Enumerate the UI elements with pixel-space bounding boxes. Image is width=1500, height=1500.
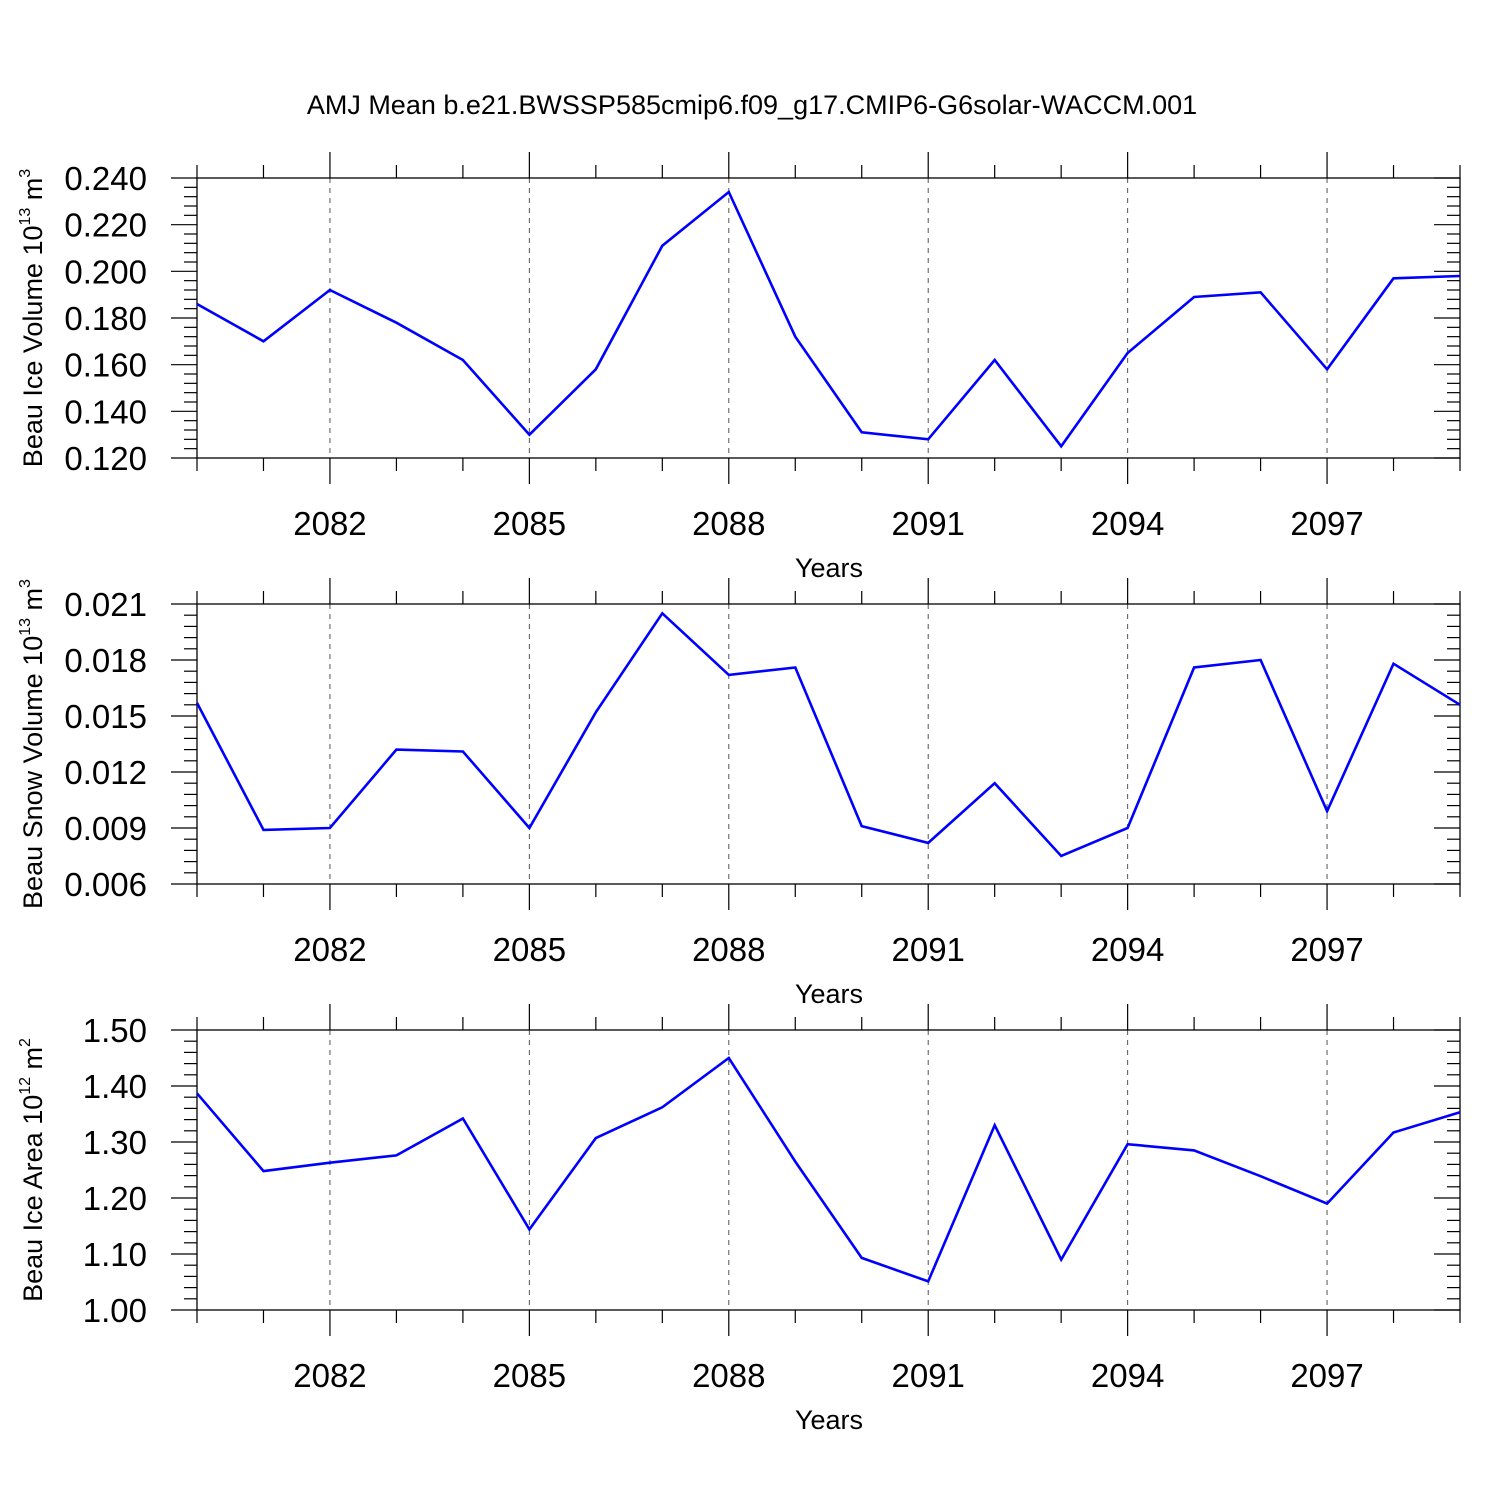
x-axis-label: Years [795,1405,863,1435]
y-tick-label: 1.50 [83,1012,147,1049]
x-tick-label: 2097 [1290,505,1363,542]
y-tick-label: 0.220 [64,207,147,244]
y-tick-label: 0.200 [64,253,147,290]
y-tick-label: 0.021 [64,586,147,623]
y-tick-label: 0.018 [64,642,147,679]
chart-title: AMJ Mean b.e21.BWSSP585cmip6.f09_g17.CMI… [307,90,1197,120]
y-axis-label: Beau Ice Area 1012 m2 [17,1038,48,1302]
plot-frame [196,603,1461,885]
series-line [196,1056,1461,1284]
y-tick-label: 1.00 [83,1292,147,1329]
x-tick-label: 2085 [493,931,566,968]
y-tick-label: 0.180 [64,300,147,337]
x-tick-label: 2094 [1091,1357,1164,1394]
x-tick-label: 2094 [1091,505,1164,542]
series-line [196,189,1461,449]
y-tick-label: 0.012 [64,754,147,791]
x-tick-label: 2097 [1290,1357,1363,1394]
x-tick-label: 2082 [293,505,366,542]
x-tick-label: 2091 [891,931,964,968]
x-tick-label: 2088 [692,505,765,542]
x-tick-label: 2082 [293,1357,366,1394]
y-tick-label: 0.006 [64,866,147,903]
x-tick-label: 2097 [1290,931,1363,968]
x-tick-label: 2094 [1091,931,1164,968]
x-tick-label: 2088 [692,931,765,968]
x-tick-label: 2082 [293,931,366,968]
y-axis-label: Beau Snow Volume 1013 m3 [17,579,48,909]
panel-snow-volume: 2082 2085 2088 2091 2094 2097 Years 0.006 0.009 0… [17,578,1461,1009]
panel-ice-area: 2082 2085 2088 2091 2094 2097 Years 1.00 1.10 1.2… [17,1004,1461,1435]
y-tick-label: 0.015 [64,698,147,735]
x-tick-label: 2091 [891,1357,964,1394]
x-tick-label: 2088 [692,1357,765,1394]
y-tick-label: 1.20 [83,1180,147,1217]
series-line [195,611,1461,858]
y-tick-label: 0.140 [64,393,147,430]
y-tick-label: 0.240 [64,160,147,197]
x-axis-label: Years [795,979,863,1009]
x-tick-label: 2085 [493,1357,566,1394]
y-tick-label: 0.120 [64,440,147,477]
x-axis-label: Years [795,553,863,583]
y-tick-label: 1.10 [83,1236,147,1273]
plot-frame [196,1029,1461,1311]
y-tick-label: 1.30 [83,1124,147,1161]
x-tick-label: 2091 [891,505,964,542]
panel-ice-volume: 2082 2085 2088 2091 2094 2097 Years 0.120 0.140 0… [17,152,1461,583]
y-axis-label: Beau Ice Volume 1013 m3 [17,169,48,467]
y-tick-label: 1.40 [83,1068,147,1105]
y-tick-label: 0.009 [64,810,147,847]
x-tick-label: 2085 [493,505,566,542]
y-tick-label: 0.160 [64,347,147,384]
